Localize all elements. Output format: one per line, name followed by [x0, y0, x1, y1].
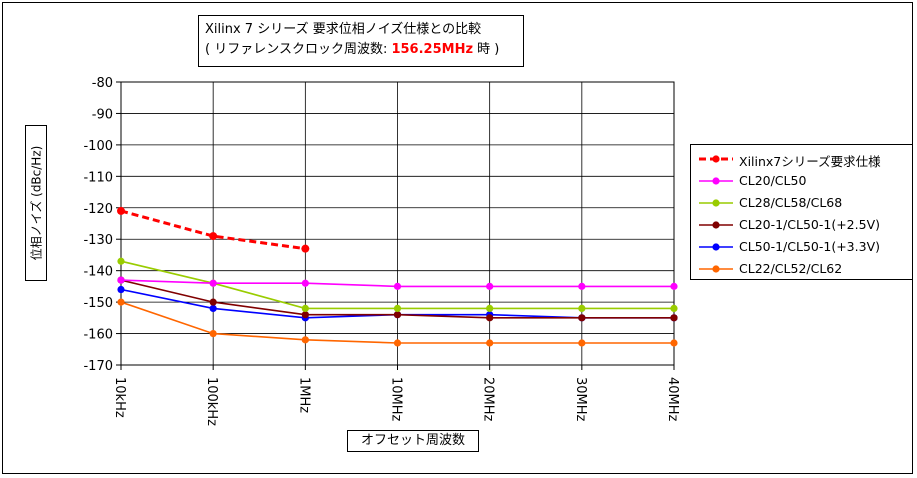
- legend-label: CL22/CL52/CL62: [739, 261, 843, 276]
- data-point: [486, 314, 494, 322]
- data-point: [209, 304, 217, 312]
- x-axis-label: オフセット周波数: [347, 430, 479, 452]
- y-tick-label: -120: [83, 202, 113, 217]
- legend-label: CL28/CL58/CL68: [739, 195, 843, 210]
- data-point: [117, 257, 125, 265]
- chart-plot: -80 -90 -100 -110 -120 -130 -140 -150 -160 -170 10…: [83, 76, 680, 426]
- legend-marker-0: [699, 155, 733, 163]
- legend-item: CL22/CL52/CL62: [697, 259, 911, 279]
- data-point: [393, 304, 402, 312]
- y-tick-label: -90: [92, 107, 113, 122]
- legend-label: Xilinx7シリーズ要求仕様: [739, 154, 881, 169]
- data-point: [578, 339, 586, 347]
- data-point: [578, 304, 586, 312]
- data-point: [117, 206, 125, 215]
- chart-title: Xilinx 7 シリーズ 要求位相ノイズ仕様との比較 ( リファレンスクロック…: [198, 15, 524, 67]
- data-point: [670, 314, 678, 322]
- chart-title-line1: Xilinx 7 シリーズ 要求位相ノイズ仕様との比較: [205, 22, 482, 37]
- data-point: [117, 276, 125, 284]
- legend-marker-5: [699, 265, 733, 273]
- data-point: [301, 279, 309, 287]
- legend-marker-4: [699, 243, 733, 251]
- data-point: [578, 282, 586, 290]
- legend-item: CL28/CL58/CL68: [697, 193, 911, 213]
- title-frequency-highlight: 156.25MHz: [391, 42, 474, 57]
- data-point: [117, 298, 125, 306]
- legend-marker-2: [699, 199, 733, 207]
- data-point: [486, 282, 494, 290]
- y-tick-label: -170: [83, 359, 113, 374]
- y-tick-label: -100: [83, 139, 113, 154]
- data-point: [670, 339, 678, 347]
- chart-title-line2: ( リファレンスクロック周波数: 156.25MHz 時 ): [205, 40, 517, 60]
- data-point: [301, 244, 310, 253]
- y-tick-label: -160: [83, 328, 113, 343]
- data-point: [486, 339, 494, 347]
- legend-label: CL20-1/CL50-1(+2.5V): [739, 217, 880, 232]
- legend-label: CL20/CL50: [739, 173, 807, 188]
- data-point: [670, 282, 678, 290]
- legend-marker-3: [699, 221, 733, 229]
- title-suffix: 時 ): [473, 42, 500, 57]
- legend-item: CL20-1/CL50-1(+2.5V): [697, 215, 911, 235]
- x-tick-label: 100kHz: [204, 377, 219, 426]
- data-point: [578, 314, 586, 322]
- y-axis-label-box: 位相ノイズ (dBc/Hz): [25, 125, 47, 281]
- legend-dot: [712, 199, 720, 207]
- legend-item: CL50-1/CL50-1(+3.3V): [697, 237, 911, 257]
- y-tick-label: -80: [92, 76, 113, 91]
- data-point: [209, 232, 218, 241]
- y-tick-label: -150: [83, 296, 113, 311]
- legend-dot: [712, 265, 720, 273]
- x-tick-label: 20MHz: [481, 377, 496, 422]
- y-tick-label: -140: [83, 265, 113, 280]
- y-axis-label: 位相ノイズ (dBc/Hz): [29, 145, 44, 261]
- legend-item: CL20/CL50: [697, 171, 911, 191]
- data-point: [209, 279, 217, 287]
- x-tick-label: 10kHz: [112, 377, 127, 418]
- data-point: [393, 311, 402, 319]
- data-point: [209, 329, 217, 338]
- y-tick-label: -130: [83, 233, 113, 248]
- y-tick-label: -110: [83, 170, 113, 185]
- data-point: [301, 304, 309, 312]
- legend-dot: [712, 155, 720, 163]
- data-point: [117, 285, 125, 294]
- legend-dot: [712, 221, 720, 229]
- legend: Xilinx7シリーズ要求仕様 CL20/CL50 CL28/CL58/CL68…: [690, 144, 913, 280]
- title-prefix: ( リファレンスクロック周波数:: [205, 42, 392, 57]
- series-line: [120, 209, 306, 251]
- x-tick-label: 10MHz: [389, 377, 404, 422]
- x-tick-label: 1MHz: [296, 377, 311, 413]
- legend-item: Xilinx7シリーズ要求仕様: [697, 149, 911, 169]
- x-tick-label: 30MHz: [573, 377, 588, 422]
- data-point: [301, 311, 309, 319]
- legend-label: CL50-1/CL50-1(+3.3V): [739, 239, 880, 254]
- data-point: [670, 304, 678, 312]
- data-point: [209, 298, 217, 306]
- legend-marker-1: [699, 177, 733, 185]
- data-point: [393, 282, 402, 290]
- x-tick-label: 40MHz: [665, 377, 680, 422]
- data-point: [393, 339, 402, 347]
- data-point: [486, 304, 494, 312]
- legend-dot: [712, 243, 720, 251]
- legend-dot: [712, 177, 720, 185]
- data-point: [301, 336, 309, 344]
